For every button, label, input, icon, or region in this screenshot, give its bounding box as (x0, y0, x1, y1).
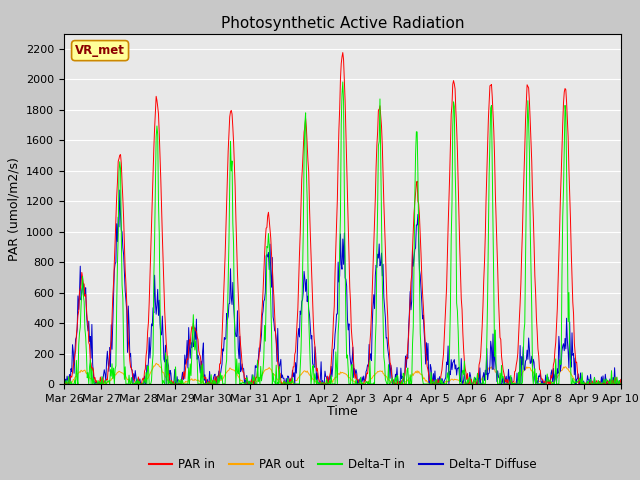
Delta-T Diffuse (215, 368, 223, 374)
Delta-T in (411, 194, 419, 200)
PAR out (185, 377, 193, 383)
X-axis label: Time: Time (327, 405, 358, 418)
Delta-T Diffuse (71, 350, 79, 356)
PAR out (214, 380, 222, 385)
Delta-T Diffuse (129, 381, 137, 387)
Delta-T Diffuse (61, 381, 68, 387)
PAR out (617, 381, 625, 387)
PAR out (428, 381, 435, 387)
Delta-T in (617, 381, 625, 387)
Delta-T Diffuse (428, 375, 436, 381)
Delta-T in (214, 381, 221, 386)
Delta-T Diffuse (617, 381, 625, 387)
Line: PAR in: PAR in (64, 52, 621, 384)
Delta-T in (70, 381, 78, 387)
PAR in (185, 347, 193, 353)
Line: Delta-T Diffuse: Delta-T Diffuse (64, 190, 621, 384)
Line: PAR out: PAR out (64, 363, 621, 384)
PAR in (71, 352, 79, 358)
Delta-T Diffuse (186, 345, 193, 351)
PAR in (60, 376, 68, 382)
PAR in (61, 381, 68, 387)
PAR out (60, 381, 68, 387)
PAR out (152, 360, 160, 366)
Delta-T Diffuse (60, 373, 68, 379)
PAR out (70, 377, 78, 383)
Delta-T Diffuse (412, 245, 419, 251)
Title: Photosynthetic Active Radiation: Photosynthetic Active Radiation (221, 16, 464, 31)
Delta-T in (428, 370, 435, 375)
Delta-T in (339, 79, 347, 85)
Delta-T in (60, 381, 68, 387)
PAR in (128, 368, 136, 374)
Text: VR_met: VR_met (75, 44, 125, 57)
PAR in (617, 376, 625, 382)
PAR in (412, 190, 419, 195)
PAR in (428, 377, 436, 383)
PAR out (127, 380, 135, 385)
Y-axis label: PAR (umol/m2/s): PAR (umol/m2/s) (8, 157, 20, 261)
Delta-T in (184, 381, 192, 387)
Delta-T in (127, 374, 135, 380)
Legend: PAR in, PAR out, Delta-T in, Delta-T Diffuse: PAR in, PAR out, Delta-T in, Delta-T Dif… (144, 454, 541, 476)
PAR in (339, 49, 347, 55)
Line: Delta-T in: Delta-T in (64, 82, 621, 384)
Delta-T Diffuse (116, 187, 124, 193)
PAR in (214, 373, 222, 379)
PAR out (411, 370, 419, 376)
